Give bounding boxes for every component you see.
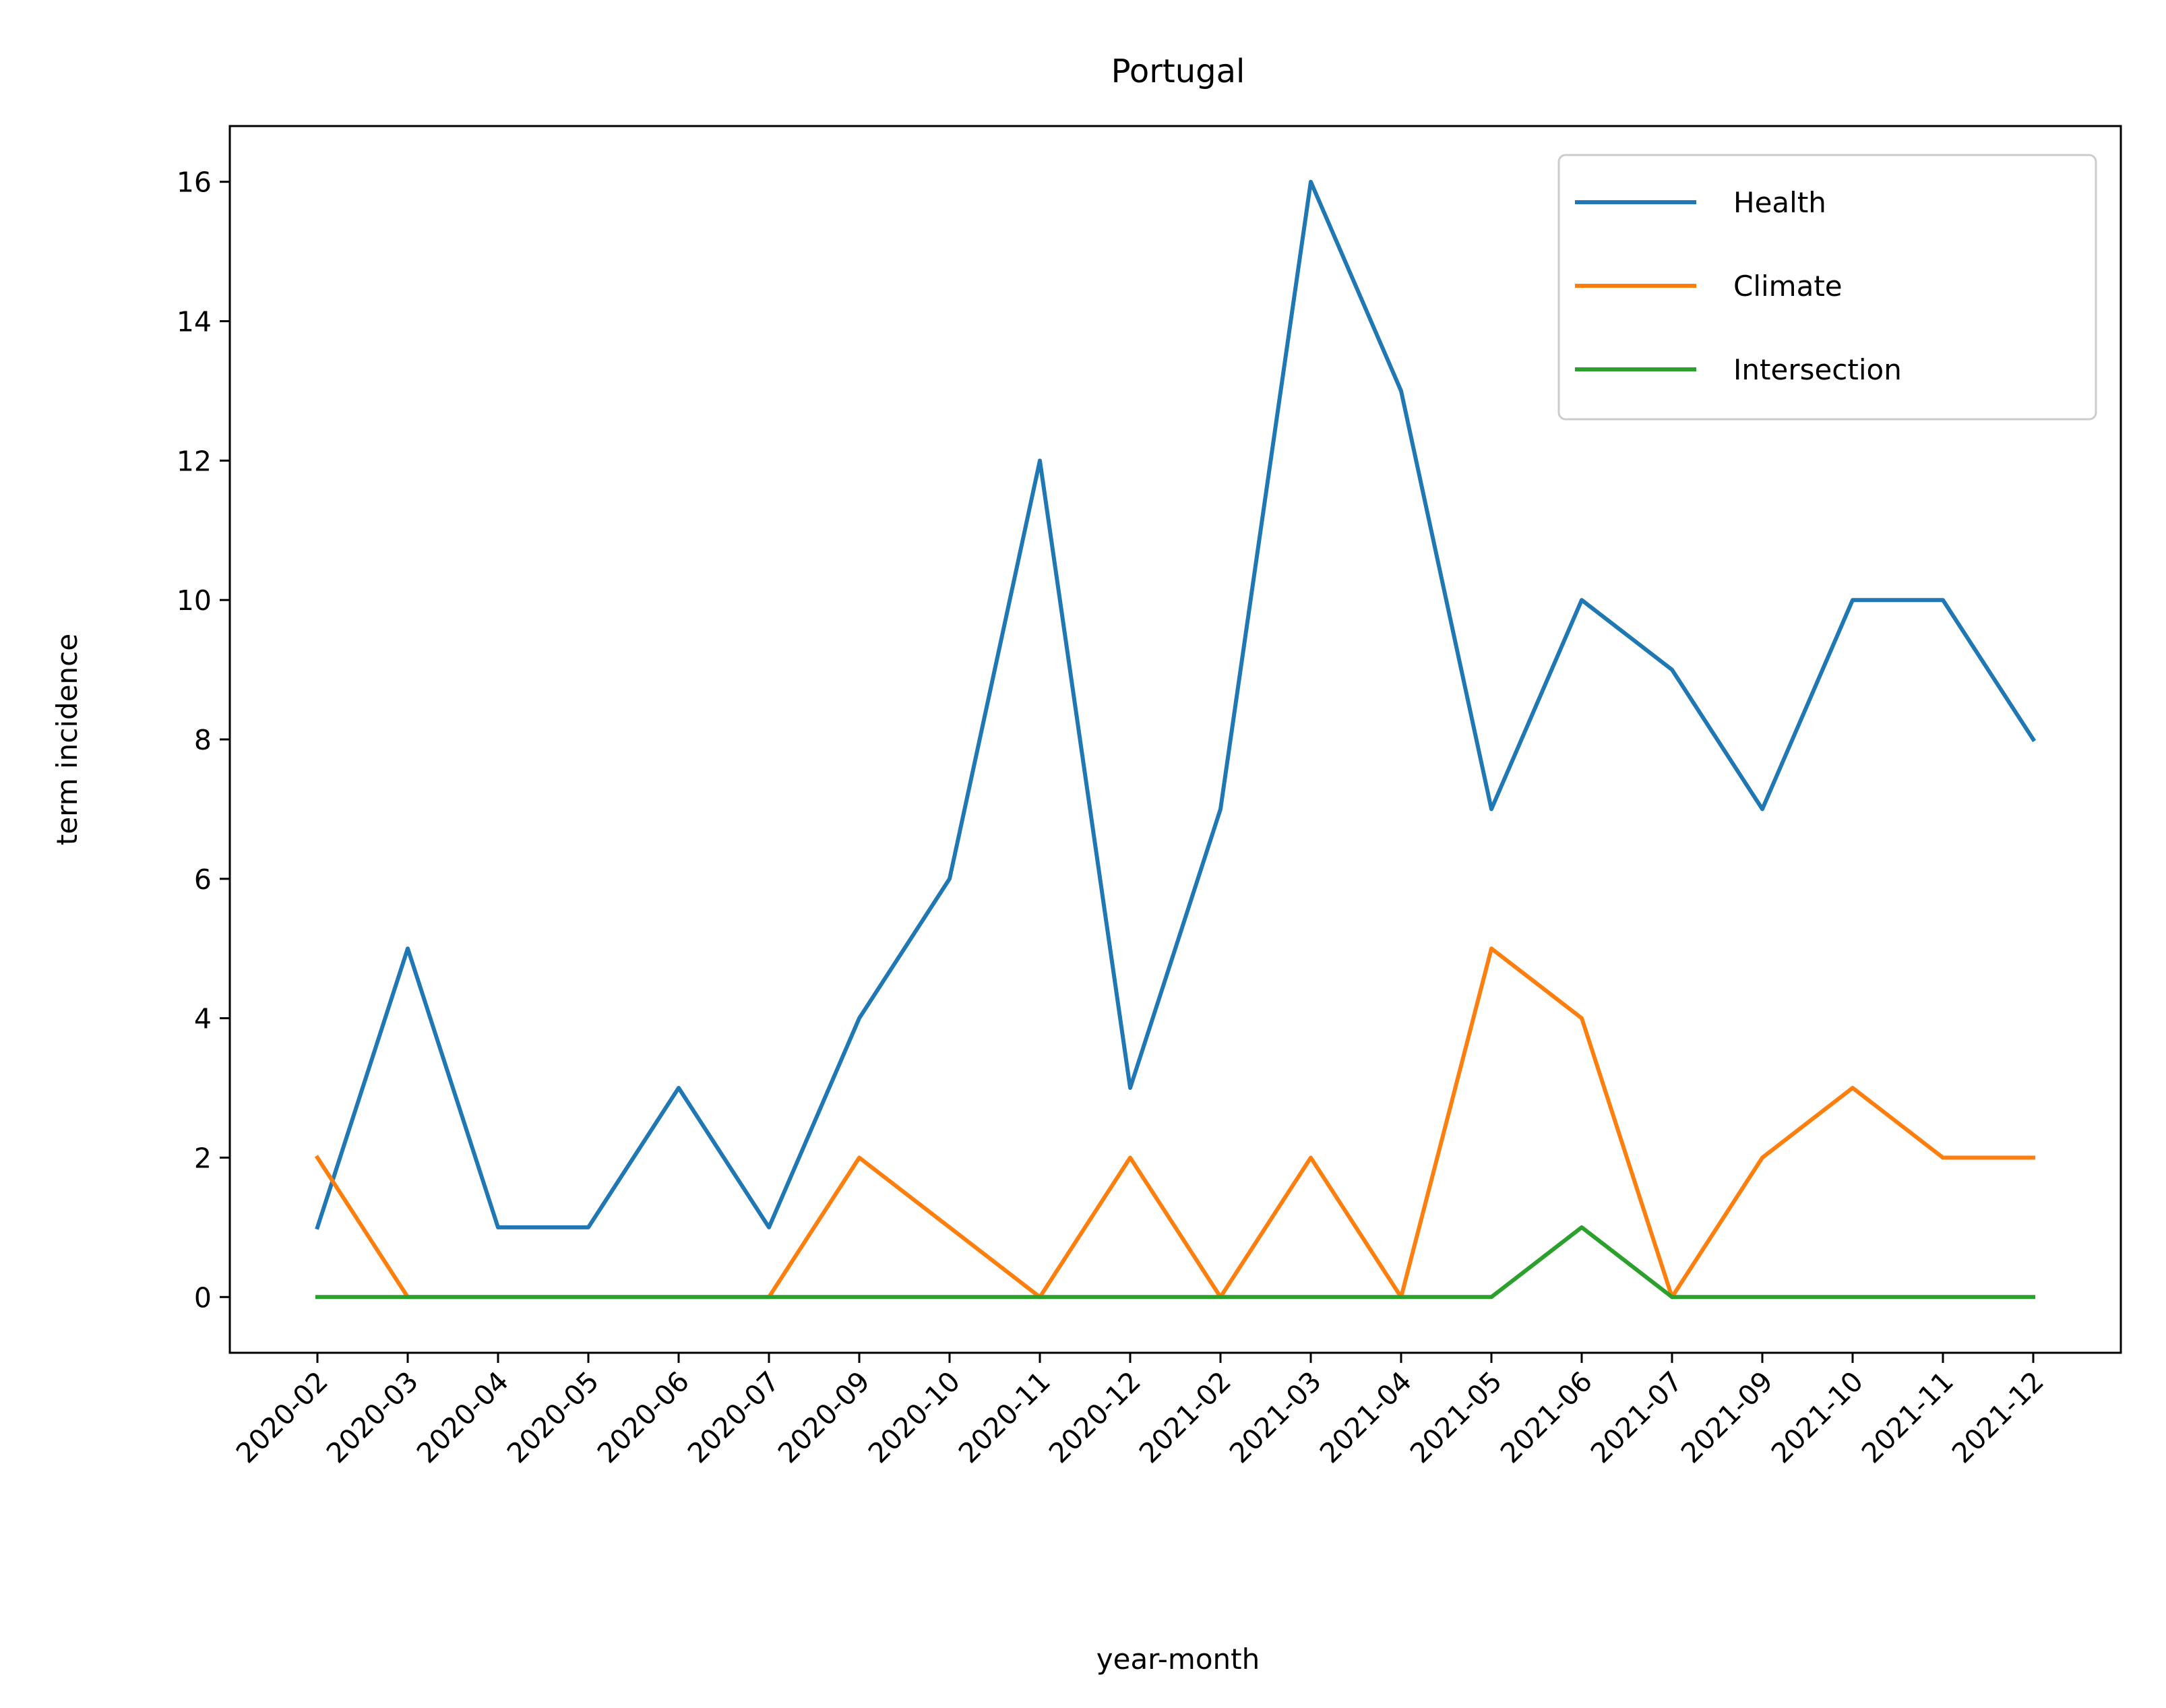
x-tick-label: 2020-05 xyxy=(501,1365,605,1469)
x-tick-label: 2020-10 xyxy=(862,1365,966,1469)
x-tick-label: 2020-11 xyxy=(952,1365,1057,1469)
x-tick-label: 2021-07 xyxy=(1584,1365,1689,1469)
x-tick-label: 2020-12 xyxy=(1043,1365,1147,1469)
y-axis: 0 2 4 6 8 10 12 14 16 xyxy=(177,166,230,1314)
x-tick-label: 2021-11 xyxy=(1855,1365,1960,1469)
x-axis-label: year-month xyxy=(1096,1643,1260,1676)
x-tick-label: 2021-06 xyxy=(1494,1365,1599,1469)
x-tick-label: 2021-03 xyxy=(1223,1365,1328,1469)
legend-label-health: Health xyxy=(1733,186,1826,219)
x-tick-label: 2021-05 xyxy=(1404,1365,1508,1469)
y-tick-label: 12 xyxy=(177,445,212,477)
x-tick-label: 2021-12 xyxy=(1946,1365,2050,1469)
legend-label-climate: Climate xyxy=(1733,270,1843,303)
x-tick-label: 2021-09 xyxy=(1675,1365,1779,1469)
x-tick-label: 2021-02 xyxy=(1133,1365,1237,1469)
x-tick-label: 2020-09 xyxy=(772,1365,876,1469)
y-tick-label: 6 xyxy=(194,863,212,896)
y-tick-label: 16 xyxy=(177,166,212,199)
y-tick-label: 4 xyxy=(194,1003,212,1035)
legend-label-intersection: Intersection xyxy=(1733,353,1902,386)
y-tick-label: 10 xyxy=(177,584,212,617)
legend: Health Climate Intersection xyxy=(1557,154,2097,421)
x-tick-label: 2020-07 xyxy=(681,1365,786,1469)
y-axis-label: term incidence xyxy=(51,634,84,845)
x-tick-label: 2020-02 xyxy=(230,1365,334,1469)
y-tick-label: 14 xyxy=(177,306,212,338)
series-line-climate xyxy=(314,946,2035,1300)
plot-lines xyxy=(314,179,2037,1300)
x-tick-label: 2020-03 xyxy=(320,1365,425,1469)
series-line-intersection xyxy=(315,1225,2035,1300)
series-line-health xyxy=(315,179,2037,1230)
chart-title: Portugal xyxy=(1111,53,1245,90)
y-tick-label: 0 xyxy=(194,1281,212,1314)
x-tick-label: 2020-06 xyxy=(591,1365,695,1469)
x-axis: 2020-022020-032020-042020-052020-062020-… xyxy=(230,1353,2050,1469)
legend-box xyxy=(1557,154,2097,421)
x-tick-label: 2021-04 xyxy=(1313,1365,1418,1469)
y-tick-label: 2 xyxy=(194,1142,212,1174)
y-tick-label: 8 xyxy=(194,724,212,756)
x-tick-label: 2020-04 xyxy=(410,1365,515,1469)
x-tick-label: 2021-10 xyxy=(1765,1365,1869,1469)
